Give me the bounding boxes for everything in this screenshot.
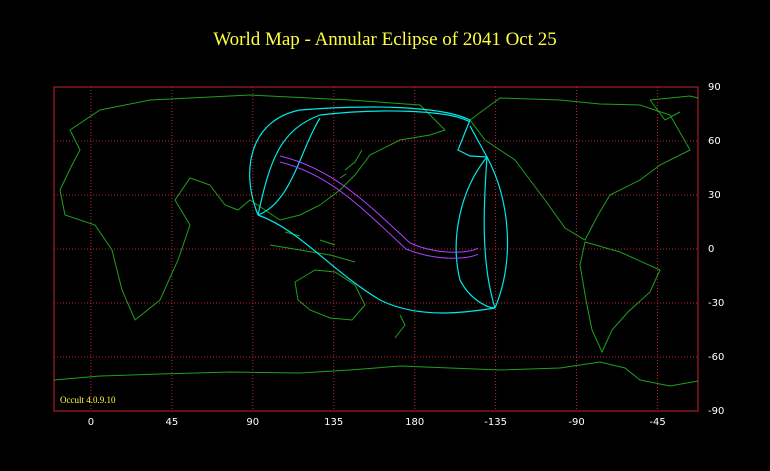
x-tick-label: 135 xyxy=(324,417,343,428)
africa-europe-asia xyxy=(59,94,446,321)
antarctica xyxy=(53,361,699,387)
y-tick-label: 90 xyxy=(708,82,721,93)
japan xyxy=(339,149,363,179)
eclipse-limit xyxy=(457,119,489,158)
eclipse-paths xyxy=(249,106,509,314)
grid xyxy=(54,86,698,412)
australia xyxy=(294,269,366,321)
eclipse-limit xyxy=(257,214,496,314)
x-tick-label: -135 xyxy=(484,417,507,428)
eclipse-limit xyxy=(257,117,321,216)
y-tick-label: -60 xyxy=(708,352,724,363)
eclipse-limit xyxy=(257,110,471,216)
south-america xyxy=(579,241,661,354)
version-label: Occult 4.0.9.10 xyxy=(60,395,116,405)
eclipse-limit xyxy=(249,106,471,216)
eclipse-limit xyxy=(483,156,496,309)
eclipse-limit xyxy=(486,156,509,309)
central-line xyxy=(279,161,479,259)
x-tick-label: 180 xyxy=(405,417,424,428)
x-tick-label: -90 xyxy=(568,417,584,428)
y-tick-label: 30 xyxy=(708,190,721,201)
y-tick-label: -30 xyxy=(708,298,724,309)
map-title: World Map - Annular Eclipse of 2041 Oct … xyxy=(213,29,557,50)
x-tick-label: -45 xyxy=(649,417,665,428)
y-tick-label: 0 xyxy=(708,244,714,255)
y-tick-label: -90 xyxy=(708,406,724,417)
x-tick-label: 45 xyxy=(165,417,178,428)
central-line xyxy=(279,155,479,253)
coastlines xyxy=(53,94,699,387)
north-america xyxy=(469,97,691,241)
greenland xyxy=(649,95,699,121)
x-tick-label: 0 xyxy=(88,417,94,428)
y-tick-label: 60 xyxy=(708,136,721,147)
x-tick-label: 90 xyxy=(246,417,259,428)
new-zealand xyxy=(394,314,406,339)
eclipse-limit xyxy=(455,156,496,309)
